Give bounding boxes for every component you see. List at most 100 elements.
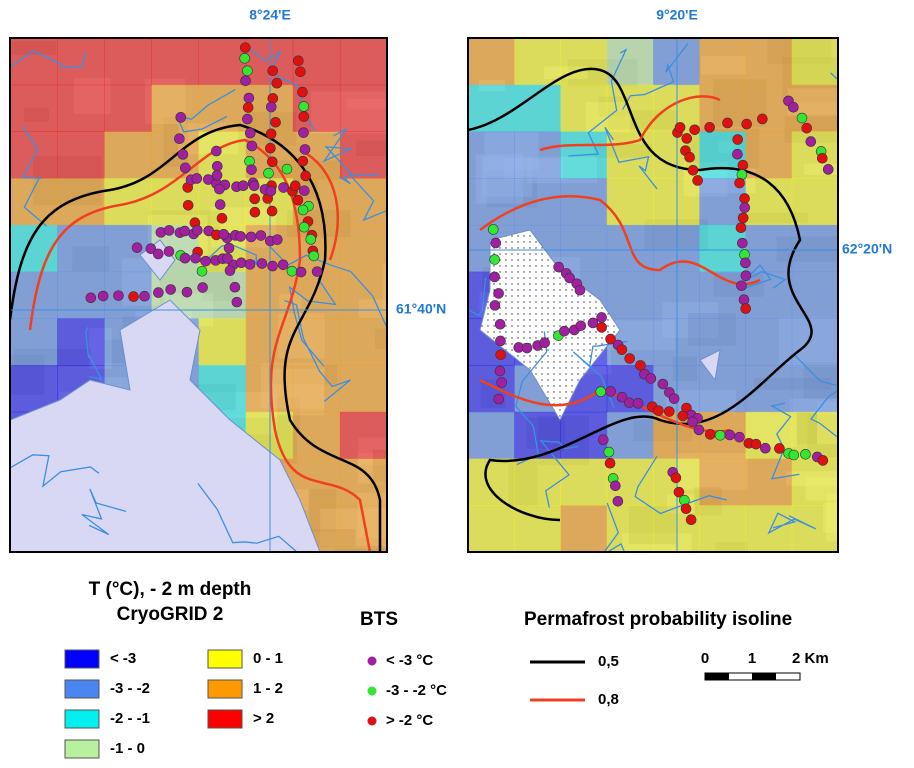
lon-label: 8°24'E [249,7,291,23]
bts-point [737,212,749,224]
bts-point [564,272,575,284]
temperature-cell [57,84,105,132]
legend-label: 1 - 2 [253,680,283,697]
bts-point [487,224,499,235]
bts-point [266,205,278,217]
bts-point [494,365,506,377]
temperature-cell [745,365,793,413]
bts-point [298,221,310,233]
legend-title: Permafrost probability isoline [524,609,792,630]
bts-point [267,65,279,77]
bts-point [272,234,283,245]
bts-point [139,290,150,302]
temperature-cell [791,38,838,86]
bts-point [216,212,228,224]
temperature-cell [468,365,515,413]
temperature-cell [745,224,793,273]
lon-label: 9°20'E [656,7,698,23]
temperature-cell [57,131,105,179]
bts-point [200,255,211,267]
river [85,326,103,380]
temperature-cell [745,458,793,506]
temperature-cell [791,365,838,413]
bts-point [740,303,752,314]
temperature-cell [653,178,700,226]
temperature-cell [653,271,700,319]
bts-point [575,320,587,332]
bts-point [796,112,808,124]
isoline [10,123,382,552]
bts-point [732,134,743,145]
temperature-cell [745,84,793,132]
bts-point [685,514,697,526]
bts-point [788,449,800,461]
legend-title: T (°C), - 2 m depth [89,579,252,600]
temperature-cell [468,131,515,179]
temperature-cell [606,411,654,460]
bts-point [299,144,311,155]
bts-point [760,442,771,454]
temperature-cell [745,38,793,86]
bts-point [493,393,505,405]
bts-point [800,448,811,460]
temperature-cell [198,271,247,319]
bts-point [689,124,700,136]
bts-point [244,259,256,270]
bts-point [242,113,253,125]
temperature-cell [699,505,746,552]
temperature-cell [560,458,608,506]
bts-point [674,122,686,133]
temperature-cell [292,411,341,460]
bts-point [179,162,191,174]
legend-title: BTS [360,609,398,630]
temperature-cell [745,178,793,226]
temperature-cell [10,131,58,179]
bts-point [632,398,644,409]
bts-point [223,242,235,254]
bts-point [236,257,247,269]
bts-point [521,342,533,354]
bts-point [735,222,747,234]
temperature-cell [468,178,515,226]
bts-point [692,175,703,186]
bts-point [97,290,109,302]
bts-point [179,225,191,237]
bts-point [298,111,310,122]
temperature-cell [292,131,341,179]
bts-point [635,360,646,371]
temperature-cell [339,411,387,460]
legend-dot [367,656,377,666]
temperature-cell [198,318,247,366]
scale-bar: 0 1 2 Km [701,650,829,681]
bts-point [235,231,246,242]
river [573,340,628,409]
legend-subtitle: CryoGRID 2 [117,604,224,625]
temperature-cell [198,131,247,179]
temperature-cell [560,38,608,86]
bts-point [670,472,682,484]
bts-point [145,243,157,255]
bts-point [248,180,260,192]
lake [699,349,721,382]
bts-point [732,148,743,160]
river [568,48,628,157]
bts-point [240,75,251,87]
legend-swatch [64,709,100,729]
bts-point [737,159,749,171]
bts-point [270,116,281,128]
temperature-cell [699,365,746,413]
river [10,454,100,488]
temperature-cell [514,38,561,86]
bts-point [300,170,311,182]
bts-point [489,300,501,311]
bts-point [724,429,736,441]
bts-point [245,231,257,243]
bts-point [597,434,609,446]
bts-point [663,406,675,417]
temperature-cell [339,365,387,413]
bts-point [163,246,175,257]
right-frame [467,37,839,553]
bts-point [774,443,785,454]
bts-point [587,317,599,329]
bts-point [242,102,254,113]
